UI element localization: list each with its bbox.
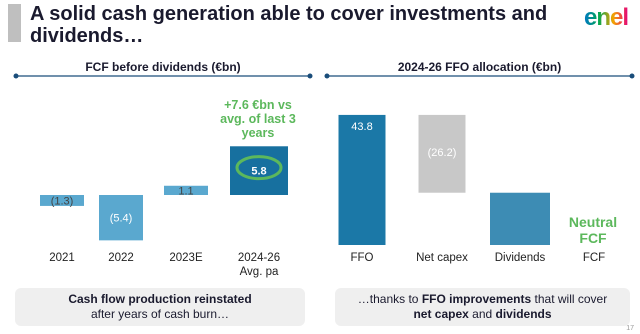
footer-text: FFO improvements [421, 292, 532, 306]
page-number: 17 [626, 325, 634, 332]
footer-text: that will cover [531, 292, 608, 306]
footer-box: …thanks to FFO improvements that will co… [335, 288, 630, 326]
footer-box: Cash flow production reinstated after ye… [15, 288, 305, 326]
bar [418, 114, 466, 193]
x-tick-label: 2023E [169, 252, 203, 264]
footer-text: and [468, 307, 496, 321]
bar [40, 195, 84, 206]
value-label: 43.8 [351, 121, 372, 133]
rule-dot [13, 73, 19, 79]
value-label: 1.1 [178, 185, 193, 197]
footer-text: after years of cash burn… [90, 307, 230, 321]
chart-title: 2024-26 FFO allocation (€bn) [397, 60, 562, 74]
x-tick-label: 2022 [108, 252, 134, 264]
rule-dot [324, 73, 330, 79]
x-tick-label: 2024-26 Avg. pa [237, 252, 281, 278]
chart-title: FCF before dividends (€bn) [85, 60, 241, 74]
x-tick-label: 2021 [49, 252, 75, 264]
bar [338, 114, 386, 245]
x-tick-label: FCF [582, 252, 606, 264]
annotation: Neutral FCF [568, 214, 618, 246]
bar [99, 195, 143, 241]
value-label: (5.4) [110, 213, 133, 225]
footer-text: net capex [413, 307, 469, 321]
bar [490, 192, 550, 245]
bar [230, 146, 288, 195]
x-tick-label: Dividends [494, 252, 546, 264]
value-label: 5.8 [251, 166, 266, 178]
title-accent [8, 4, 21, 42]
annotation: +7.6 €bn vs avg. of last 3 years [220, 98, 296, 140]
logo: enel [583, 4, 629, 31]
x-tick-label: FFO [350, 252, 374, 264]
footer-text: Cash flow production reinstated [68, 292, 252, 306]
value-label: (26.2) [428, 147, 457, 159]
rule-dot [307, 73, 313, 79]
footer-text: dividends [495, 307, 552, 321]
highlight-ring [235, 155, 283, 181]
slide-title: A solid cash generation able to cover in… [30, 3, 548, 47]
footer-text: …thanks to [357, 292, 422, 306]
rule-dot [629, 73, 635, 79]
value-label: (1.3) [51, 195, 74, 207]
bar [164, 185, 208, 195]
x-tick-label: Net capex [416, 252, 468, 264]
